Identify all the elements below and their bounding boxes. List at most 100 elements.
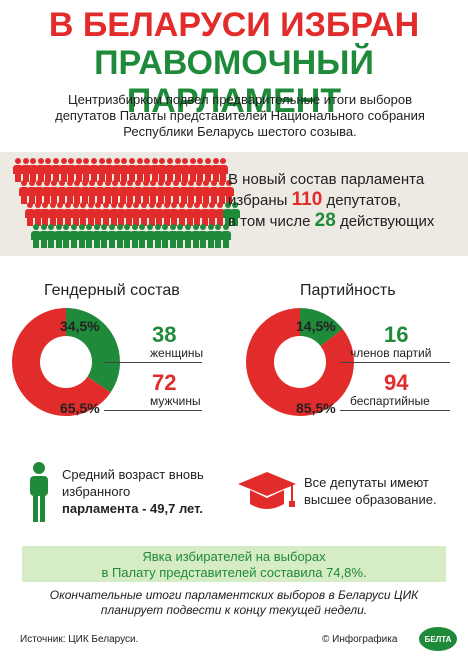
deputy-figure: [172, 158, 184, 182]
party-title: Партийность: [300, 282, 396, 299]
deputy-figure: [45, 224, 57, 248]
deputy-figure: [223, 180, 235, 204]
deputy-figure: [194, 158, 206, 182]
deputy-figure: [94, 180, 106, 204]
party-members-rule: [340, 362, 450, 363]
deputy-figure: [38, 224, 50, 248]
deputy-figure: [71, 180, 83, 204]
deputy-figure: [64, 180, 76, 204]
deputy-figure: [98, 224, 110, 248]
deputy-figure: [100, 202, 112, 226]
party-members-label: членов партий: [350, 346, 432, 360]
deputy-figure: [79, 180, 91, 204]
deputy-figure: [65, 158, 77, 182]
deputy-figure: [115, 202, 127, 226]
deputy-figure: [138, 202, 150, 226]
age-line-3: парламента - 49,7 лет.: [62, 501, 203, 516]
deputy-figure: [111, 158, 123, 182]
turnout-box: Явка избирателей на выборах в Палату пре…: [22, 546, 446, 582]
deputy-figure: [141, 158, 153, 182]
deputy-figure: [162, 180, 174, 204]
deputy-figure: [167, 224, 179, 248]
deputy-figure: [24, 202, 36, 226]
deputy-figure: [83, 224, 95, 248]
deputy-figure: [48, 180, 60, 204]
deputy-figure: [159, 224, 171, 248]
deputy-figure: [214, 202, 226, 226]
gender-men-rule: [104, 410, 202, 411]
deputy-figure: [30, 224, 42, 248]
deputy-figure: [108, 202, 120, 226]
deputy-figure: [33, 180, 45, 204]
belta-logo: БЕЛТА: [419, 627, 457, 651]
deputy-figure: [130, 202, 142, 226]
party-nonparty-slice: [246, 308, 354, 416]
party-members-count: 16: [384, 322, 409, 347]
deputy-figure: [216, 180, 228, 204]
gender-women-rule: [104, 362, 202, 363]
deputy-figure: [199, 202, 211, 226]
deputy-figure: [178, 180, 190, 204]
title-line-1: В БЕЛАРУСИ ИЗБРАН: [48, 6, 420, 44]
party-donut: [246, 308, 354, 416]
graduation-cap-icon: [238, 472, 296, 509]
deputy-figure: [197, 224, 209, 248]
deputy-figure: [206, 202, 218, 226]
deputy-figure: [185, 180, 197, 204]
gender-men-slice: [11, 308, 111, 416]
composition-line-2: избраны 110 депутатов,: [228, 190, 458, 211]
deputy-figure: [190, 224, 202, 248]
deputy-figure: [129, 224, 141, 248]
source-text: Источник: ЦИК Беларуси.: [20, 634, 139, 645]
turnout-line-2: в Палату представителей составила 74,8%.: [101, 565, 367, 580]
deputy-figure: [91, 224, 103, 248]
deputy-figure: [73, 158, 85, 182]
credit-text: © Инфографика: [322, 634, 398, 645]
composition-line-3: в том числе 28 действующих: [228, 211, 458, 232]
deputy-figure: [26, 180, 38, 204]
deputy-figure: [86, 180, 98, 204]
deputy-figure: [153, 202, 165, 226]
gender-men-count: 72: [152, 370, 177, 395]
deputy-figure: [58, 158, 70, 182]
deputies-people-grid: [12, 158, 241, 250]
deputy-figure: [210, 158, 222, 182]
gender-women-count: 38: [152, 322, 177, 347]
deputy-figure: [76, 224, 88, 248]
person-icon: [30, 462, 48, 522]
education-line-2: высшее образование.: [304, 492, 437, 507]
deputy-figure: [149, 158, 161, 182]
deputy-figure: [114, 224, 126, 248]
gender-men-label: мужчины: [150, 394, 201, 408]
education-text: Все депутаты имеют высшее образование.: [304, 474, 437, 508]
deputy-figure: [102, 180, 114, 204]
deputy-figure: [126, 158, 138, 182]
deputy-figure: [54, 202, 66, 226]
composition-prefix: избраны: [228, 192, 288, 209]
gender-women-pct: 34,5%: [60, 318, 100, 334]
deputy-figure: [92, 202, 104, 226]
party-nonparty-label: беспартийные: [350, 394, 430, 408]
composition-line-1: В новый состав парламента: [228, 171, 425, 188]
deputy-figure: [174, 224, 186, 248]
deputy-figure: [146, 202, 158, 226]
deputy-figure: [20, 158, 32, 182]
deputy-figure: [77, 202, 89, 226]
deputy-figure: [56, 180, 68, 204]
deputy-figure: [191, 202, 203, 226]
deputy-figure: [96, 158, 108, 182]
deputy-figure: [168, 202, 180, 226]
deputy-figure: [18, 180, 30, 204]
deputy-figure: [124, 180, 136, 204]
deputy-figure: [229, 202, 241, 226]
deputy-figure: [106, 224, 118, 248]
deputy-figure: [217, 158, 229, 182]
turnout-line-1: Явка избирателей на выборах: [142, 549, 326, 564]
gender-donut: [11, 308, 120, 416]
deputy-figure: [118, 158, 130, 182]
deputy-figure: [47, 202, 59, 226]
education-line-1: Все депутаты имеют: [304, 475, 429, 490]
deputy-figure: [208, 180, 220, 204]
deputy-figure: [187, 158, 199, 182]
final-note-line-1: Окончательные итоги парламентских выборо…: [49, 588, 419, 602]
